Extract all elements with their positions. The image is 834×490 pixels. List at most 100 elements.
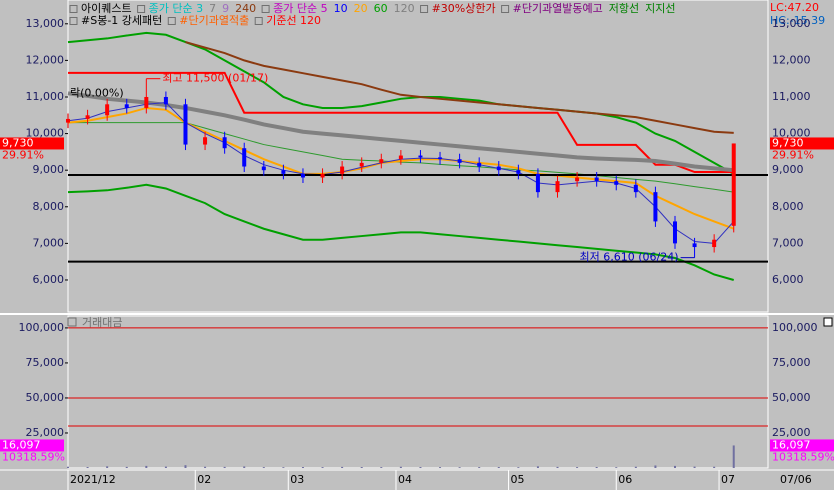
- candle-body: [594, 177, 599, 182]
- volume-tick-label-right: 100,000: [772, 321, 818, 334]
- volume-bar: [634, 466, 637, 468]
- y-tick-label-right: 9,000: [772, 163, 804, 176]
- volume-tick-label: 25,000: [26, 426, 65, 439]
- price-panel: [67, 0, 769, 313]
- x-tick-label: 02: [197, 473, 211, 486]
- x-tick-label: 2021/12: [70, 473, 116, 486]
- legend-box: [501, 5, 510, 13]
- legend-item: 20: [354, 2, 368, 15]
- volume-bar: [497, 467, 500, 468]
- y-tick-label: 10,000: [26, 127, 65, 140]
- candle-body: [731, 143, 736, 226]
- candle-body: [105, 104, 110, 116]
- y-tick-label-right: 10,000: [772, 127, 811, 140]
- candle-body: [320, 173, 325, 178]
- candle-body: [477, 162, 482, 167]
- candle-body: [281, 170, 286, 174]
- candle-body: [144, 96, 149, 108]
- legend-item: #S봉-1 강세패턴: [81, 14, 162, 27]
- legend-box: [67, 317, 77, 327]
- x-tick-label: 05: [511, 473, 525, 486]
- volume-tag-box: [0, 439, 64, 452]
- price-change: 29.91%: [2, 148, 44, 161]
- candle-body: [535, 173, 540, 193]
- candle-body: [418, 155, 423, 158]
- volume-bar: [321, 467, 324, 468]
- volume-bar: [713, 466, 716, 468]
- candle-body: [575, 177, 580, 182]
- volume-bar: [282, 467, 285, 468]
- legend-box: [167, 17, 176, 25]
- volume-bar: [576, 467, 579, 468]
- line-series: [67, 91, 734, 173]
- candle-body: [614, 181, 619, 185]
- volume-title: 거래대금: [82, 316, 122, 329]
- y-tick-label: 13,000: [26, 17, 65, 30]
- y-tick-label: 12,000: [26, 53, 65, 66]
- y-tick-label-right: 6,000: [772, 273, 804, 286]
- candle-body: [398, 155, 403, 160]
- volume-bar: [262, 467, 265, 468]
- candle-body: [163, 96, 168, 105]
- y-tick-label-right: 12,000: [772, 53, 811, 66]
- candle-body: [457, 159, 462, 163]
- x-tick-label: 04: [398, 473, 412, 486]
- legend-box: [69, 5, 78, 13]
- close-button[interactable]: [823, 317, 833, 327]
- x-tick-label: 03: [290, 473, 304, 486]
- volume-tick-label: 100,000: [19, 321, 65, 334]
- volume-bar: [517, 467, 520, 468]
- legend-item: #단기과열적출: [179, 14, 249, 27]
- candle-body: [340, 166, 345, 174]
- y-tick-label-right: 8,000: [772, 200, 804, 213]
- legend-item: 7: [209, 2, 216, 15]
- candle-body: [183, 104, 188, 145]
- volume-bar: [125, 466, 128, 468]
- volume-bar: [673, 465, 676, 468]
- volume-bar: [67, 466, 69, 468]
- candle-body: [66, 118, 70, 123]
- candle-body: [438, 157, 443, 160]
- line-series: [67, 31, 735, 175]
- legend-item: 9: [222, 2, 229, 15]
- legend-box: [69, 17, 78, 25]
- candle-body: [633, 184, 638, 193]
- volume-tick-label-right: 75,000: [772, 356, 811, 369]
- volume-tick-label: 75,000: [26, 356, 65, 369]
- legend-box: [261, 5, 270, 13]
- volume-bar: [536, 466, 539, 468]
- candle-body: [261, 166, 266, 171]
- legend-item: 10: [334, 2, 348, 15]
- legend-item: 240: [235, 2, 256, 15]
- volume-panel: [67, 315, 769, 469]
- volume-bar: [184, 465, 187, 468]
- volume-bar: [223, 466, 226, 468]
- candle-body: [85, 115, 90, 119]
- candle-body: [672, 221, 677, 244]
- volume-tick-label-right: 25,000: [772, 426, 811, 439]
- volume-tag: 16,097: [2, 438, 41, 451]
- volume-bar: [458, 467, 461, 468]
- date-label: 07/06: [780, 473, 812, 486]
- legend-box: [420, 5, 429, 13]
- legend-item: 종가 단순 5: [273, 2, 327, 15]
- legend-item: #30%상한가: [432, 2, 496, 15]
- y-tick-label: 8,000: [33, 200, 65, 213]
- y-tick-label: 6,000: [33, 273, 65, 286]
- volume-bar: [439, 467, 442, 468]
- price-tag: 9,730: [772, 136, 804, 149]
- legend-item: 60: [374, 2, 388, 15]
- volume-bar: [654, 465, 657, 468]
- volume-bar: [732, 445, 735, 468]
- volume-bar: [380, 467, 383, 468]
- volume-bar: [360, 467, 363, 468]
- volume-change: 10318.59%: [2, 450, 65, 463]
- volume-bar: [478, 467, 481, 468]
- price-tag-box: [770, 137, 834, 150]
- y-tick-label-right: 7,000: [772, 236, 804, 249]
- volume-change: 10318.59%: [772, 450, 834, 463]
- x-tick-label: 06: [618, 473, 632, 486]
- annotation: 최고 11,500 (01/17): [162, 72, 268, 85]
- candle-body: [379, 159, 384, 163]
